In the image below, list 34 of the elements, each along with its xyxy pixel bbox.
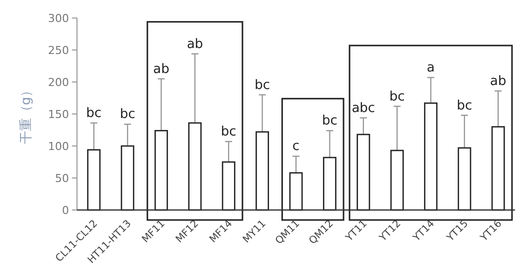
bar <box>424 102 438 211</box>
annotation: bc <box>456 98 472 114</box>
bar <box>390 150 404 211</box>
annotation: a <box>426 60 435 76</box>
bar <box>491 126 505 211</box>
bar <box>154 130 168 211</box>
y-tick-label: 100 <box>48 140 69 153</box>
annotation: ab <box>153 62 170 77</box>
annotation: ab <box>186 36 204 52</box>
y-tick-label: 150 <box>48 108 69 121</box>
bar <box>322 156 336 211</box>
y-tick-label: 250 <box>48 44 69 57</box>
annotation: bc <box>322 114 338 129</box>
annotation: bc <box>254 78 270 93</box>
annotation: bc <box>86 106 102 121</box>
y-tick-label: 50 <box>55 172 69 185</box>
y-tick-label: 0 <box>62 204 69 217</box>
bar <box>188 122 202 211</box>
annotation: abc <box>352 100 376 116</box>
annotation: c <box>292 139 300 154</box>
bar <box>87 149 101 211</box>
bar <box>356 134 370 211</box>
annotation: bc <box>120 107 136 122</box>
y-axis-title: 干重（g） <box>19 84 34 144</box>
annotation: bc <box>389 89 405 104</box>
bar <box>458 147 472 211</box>
bar <box>256 131 270 211</box>
y-tick-label: 300 <box>48 12 69 25</box>
bar <box>222 161 236 211</box>
annotation: ab <box>490 74 506 89</box>
bar <box>289 172 303 211</box>
y-tick-label: 200 <box>48 76 69 89</box>
bar <box>120 145 134 211</box>
annotation: bc <box>220 124 236 140</box>
